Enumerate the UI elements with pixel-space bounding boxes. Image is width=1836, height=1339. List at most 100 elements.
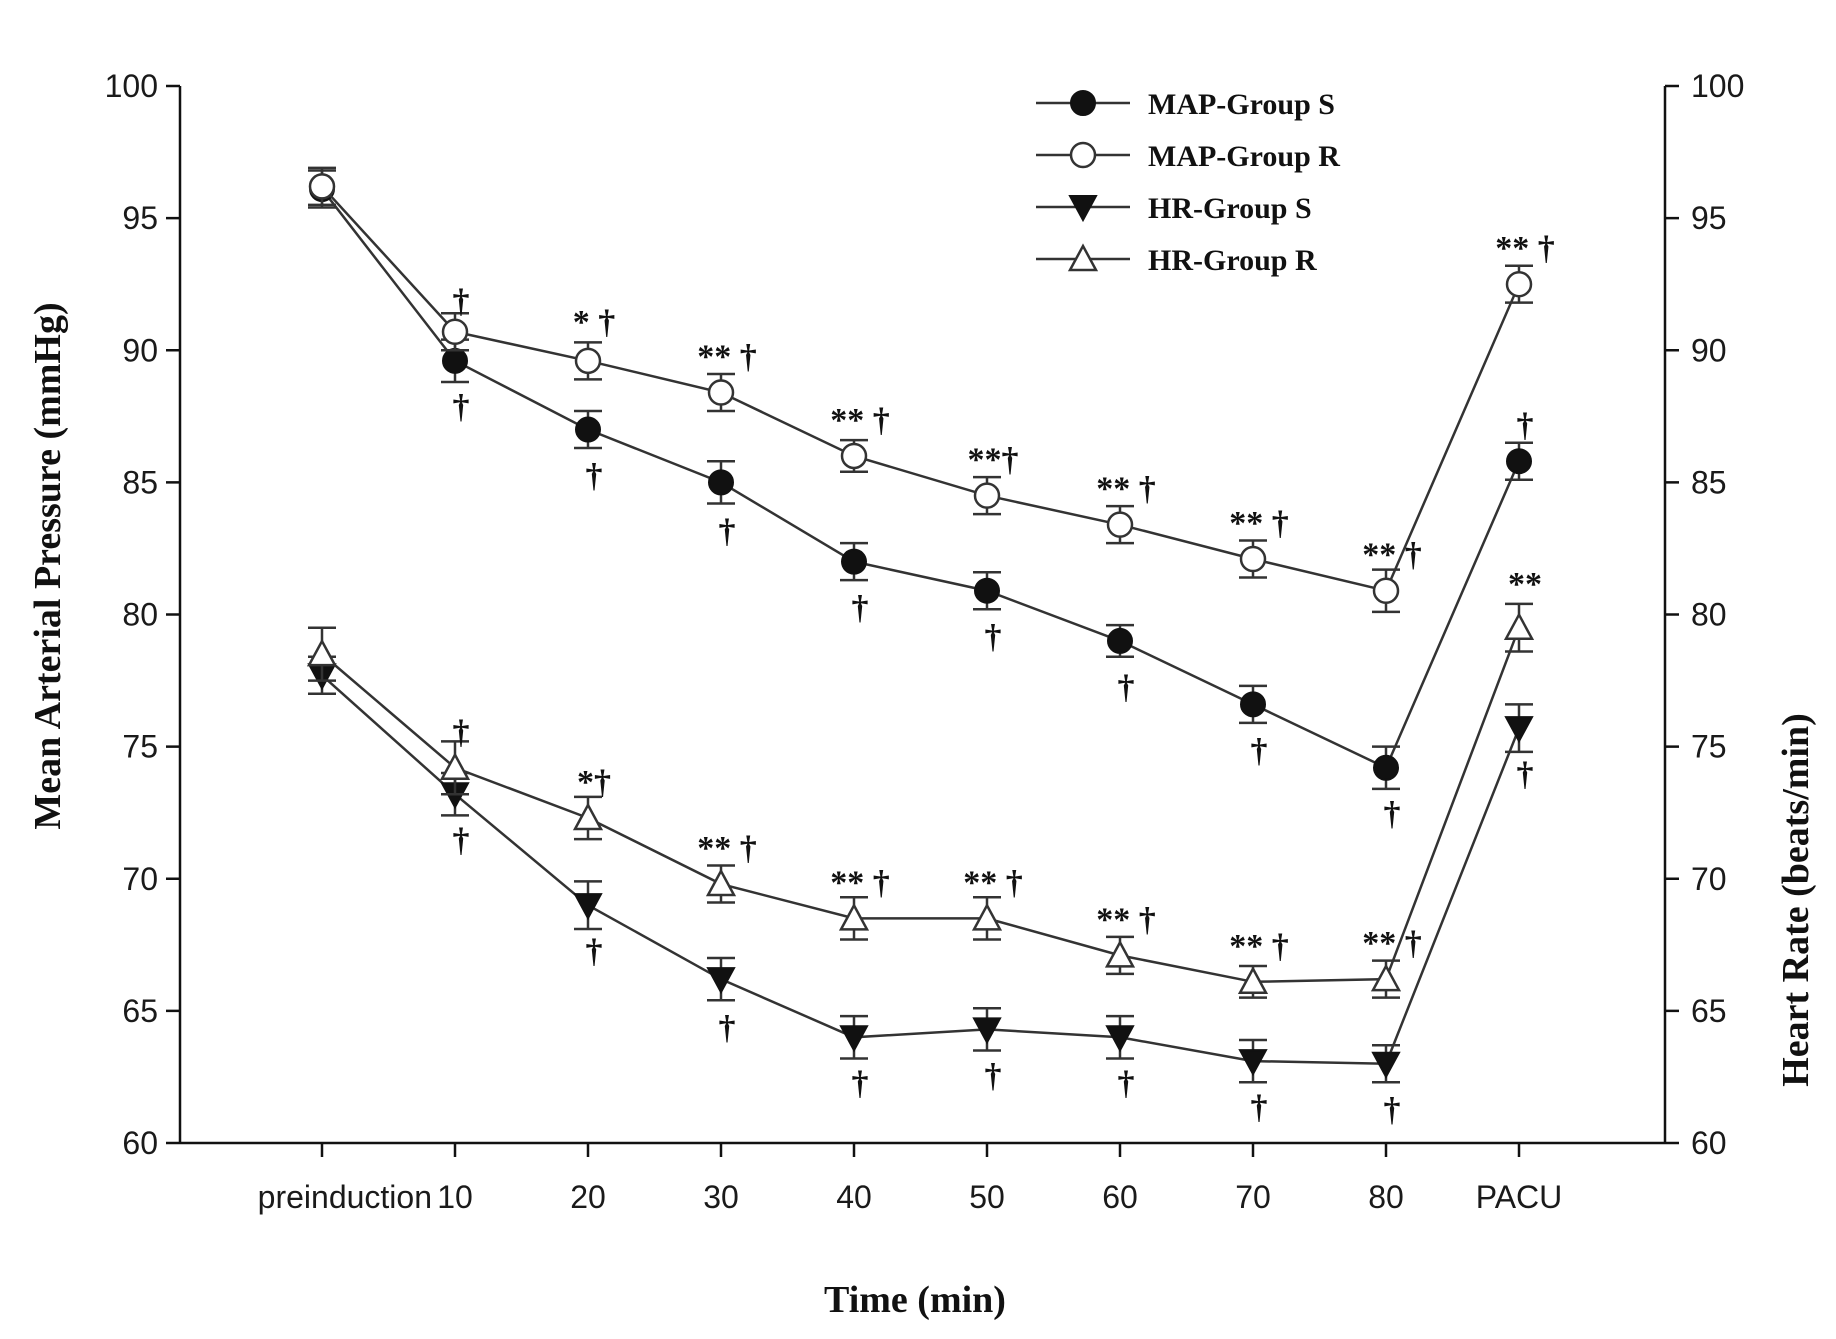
significance-label: ** †: [697, 830, 757, 867]
chart-legend: MAP-Group S MAP-Group R HR-Group S HR-Group…: [1036, 88, 1340, 277]
y-tick-label: 100: [105, 68, 158, 104]
data-point: [573, 893, 603, 921]
series-hr-group-r: [306, 602, 1535, 999]
x-tick-label: PACU: [1476, 1179, 1563, 1215]
data-point: [838, 902, 870, 931]
legend-item: HR-Group S: [1036, 192, 1312, 225]
significance-label: ** †: [1495, 230, 1555, 267]
y-tick-label: 75: [122, 729, 158, 765]
significance-label: †: [453, 283, 470, 320]
x-tick-label: 30: [703, 1179, 739, 1215]
data-point: [840, 442, 868, 470]
significance-label: †: [453, 389, 470, 426]
data-point: [972, 1017, 1002, 1045]
data-point: [1106, 511, 1134, 538]
data-point: [439, 752, 471, 781]
data-point: [1373, 754, 1399, 781]
data-point: [1370, 963, 1402, 992]
significance-label: †: [586, 457, 603, 494]
significance-label: †: [1384, 1092, 1401, 1129]
significance-label: †: [1251, 732, 1268, 769]
significance-label: †: [1251, 1089, 1268, 1126]
y-tick-label: 70: [122, 861, 158, 897]
data-point: [1067, 243, 1099, 272]
significance-label: ** †: [1229, 928, 1289, 965]
significance-label: ** †: [830, 864, 890, 901]
data-point: [841, 548, 867, 575]
significance-label: †: [852, 1065, 869, 1102]
y2-tick-label: 70: [1691, 861, 1727, 897]
x-tick-label: 10: [437, 1179, 473, 1215]
significance-label: †: [586, 933, 603, 970]
data-point: [1238, 1049, 1268, 1077]
series-line: [321, 627, 1521, 984]
data-point: [705, 868, 737, 897]
data-point: [442, 347, 468, 374]
y-axis-title: Mean Arterial Pressure (mmHg): [27, 302, 69, 829]
data-point: [1504, 716, 1534, 744]
x-axis-title: Time (min): [824, 1279, 1006, 1321]
significance-label: ** †: [830, 402, 890, 439]
significance-label: **: [1508, 566, 1542, 603]
data-point: [575, 416, 601, 443]
significance-label: †: [719, 513, 736, 550]
significance-label: †: [719, 1010, 736, 1047]
legend-label: MAP-Group R: [1148, 140, 1340, 173]
legend-item: MAP-Group R: [1036, 140, 1340, 173]
y2-tick-label: 100: [1691, 68, 1744, 104]
data-point: [706, 967, 736, 995]
data-point: [973, 482, 1001, 509]
data-point: [572, 802, 604, 831]
chart-axes: 60 60 65 65 70 70 75 75 80 80 85 85 90 90 95 95 100 100 pr…: [105, 68, 1745, 1215]
data-point: [971, 902, 1003, 931]
y2-tick-label: 90: [1691, 332, 1727, 368]
series-map-group-r: [308, 166, 1533, 614]
y2-tick-label: 85: [1691, 464, 1727, 500]
y2-axis-title: Heart Rate (beats/min): [1775, 713, 1817, 1087]
significance-label: * †: [573, 304, 616, 341]
data-point: [1237, 966, 1269, 995]
y-tick-label: 80: [122, 597, 158, 633]
series-map-group-s: [308, 169, 1533, 791]
data-point: [306, 638, 338, 667]
data-point: [1240, 691, 1266, 718]
y2-tick-label: 60: [1691, 1125, 1727, 1161]
x-tick-label: 20: [570, 1179, 606, 1215]
significance-label: **†: [968, 442, 1019, 479]
x-tick-label: 40: [836, 1179, 872, 1215]
x-tick-label: 70: [1235, 1179, 1271, 1215]
significance-label: †: [1118, 1065, 1135, 1102]
significance-label: ** †: [1096, 471, 1156, 508]
significance-label: †: [1517, 756, 1534, 793]
data-point: [1105, 1025, 1135, 1053]
series-line: [321, 185, 1521, 593]
y2-tick-label: 65: [1691, 993, 1727, 1029]
legend-label: MAP-Group S: [1148, 88, 1335, 121]
data-point: [1104, 939, 1136, 968]
y-tick-label: 95: [122, 200, 158, 236]
data-point: [1107, 627, 1133, 654]
series-hr-group-s: [307, 655, 1534, 1084]
x-tick-label: preinduction: [258, 1179, 432, 1215]
legend-label: HR-Group S: [1148, 192, 1312, 225]
data-point: [1372, 577, 1400, 604]
data-point: [1503, 612, 1535, 640]
series-line: [321, 188, 1521, 770]
significance-label: ** †: [1362, 925, 1422, 962]
significance-label: †: [1517, 407, 1534, 444]
significance-label: †: [985, 619, 1002, 656]
y-tick-label: 85: [122, 464, 158, 500]
significance-label: ** †: [697, 339, 757, 376]
chart-annotations: ††* ††** ††** ††**††** ††** ††** ††** ††…: [453, 230, 1555, 1128]
significance-label: ** †: [963, 864, 1023, 901]
x-tick-label: 60: [1102, 1179, 1138, 1215]
x-tick-label: 80: [1368, 1179, 1404, 1215]
significance-label: ** †: [1096, 901, 1156, 938]
significance-label: ** †: [1229, 505, 1289, 542]
significance-label: ** †: [1362, 537, 1422, 574]
data-point: [1371, 1051, 1401, 1079]
y2-tick-label: 95: [1691, 200, 1727, 236]
data-point: [1069, 141, 1097, 169]
data-point: [1239, 545, 1267, 573]
